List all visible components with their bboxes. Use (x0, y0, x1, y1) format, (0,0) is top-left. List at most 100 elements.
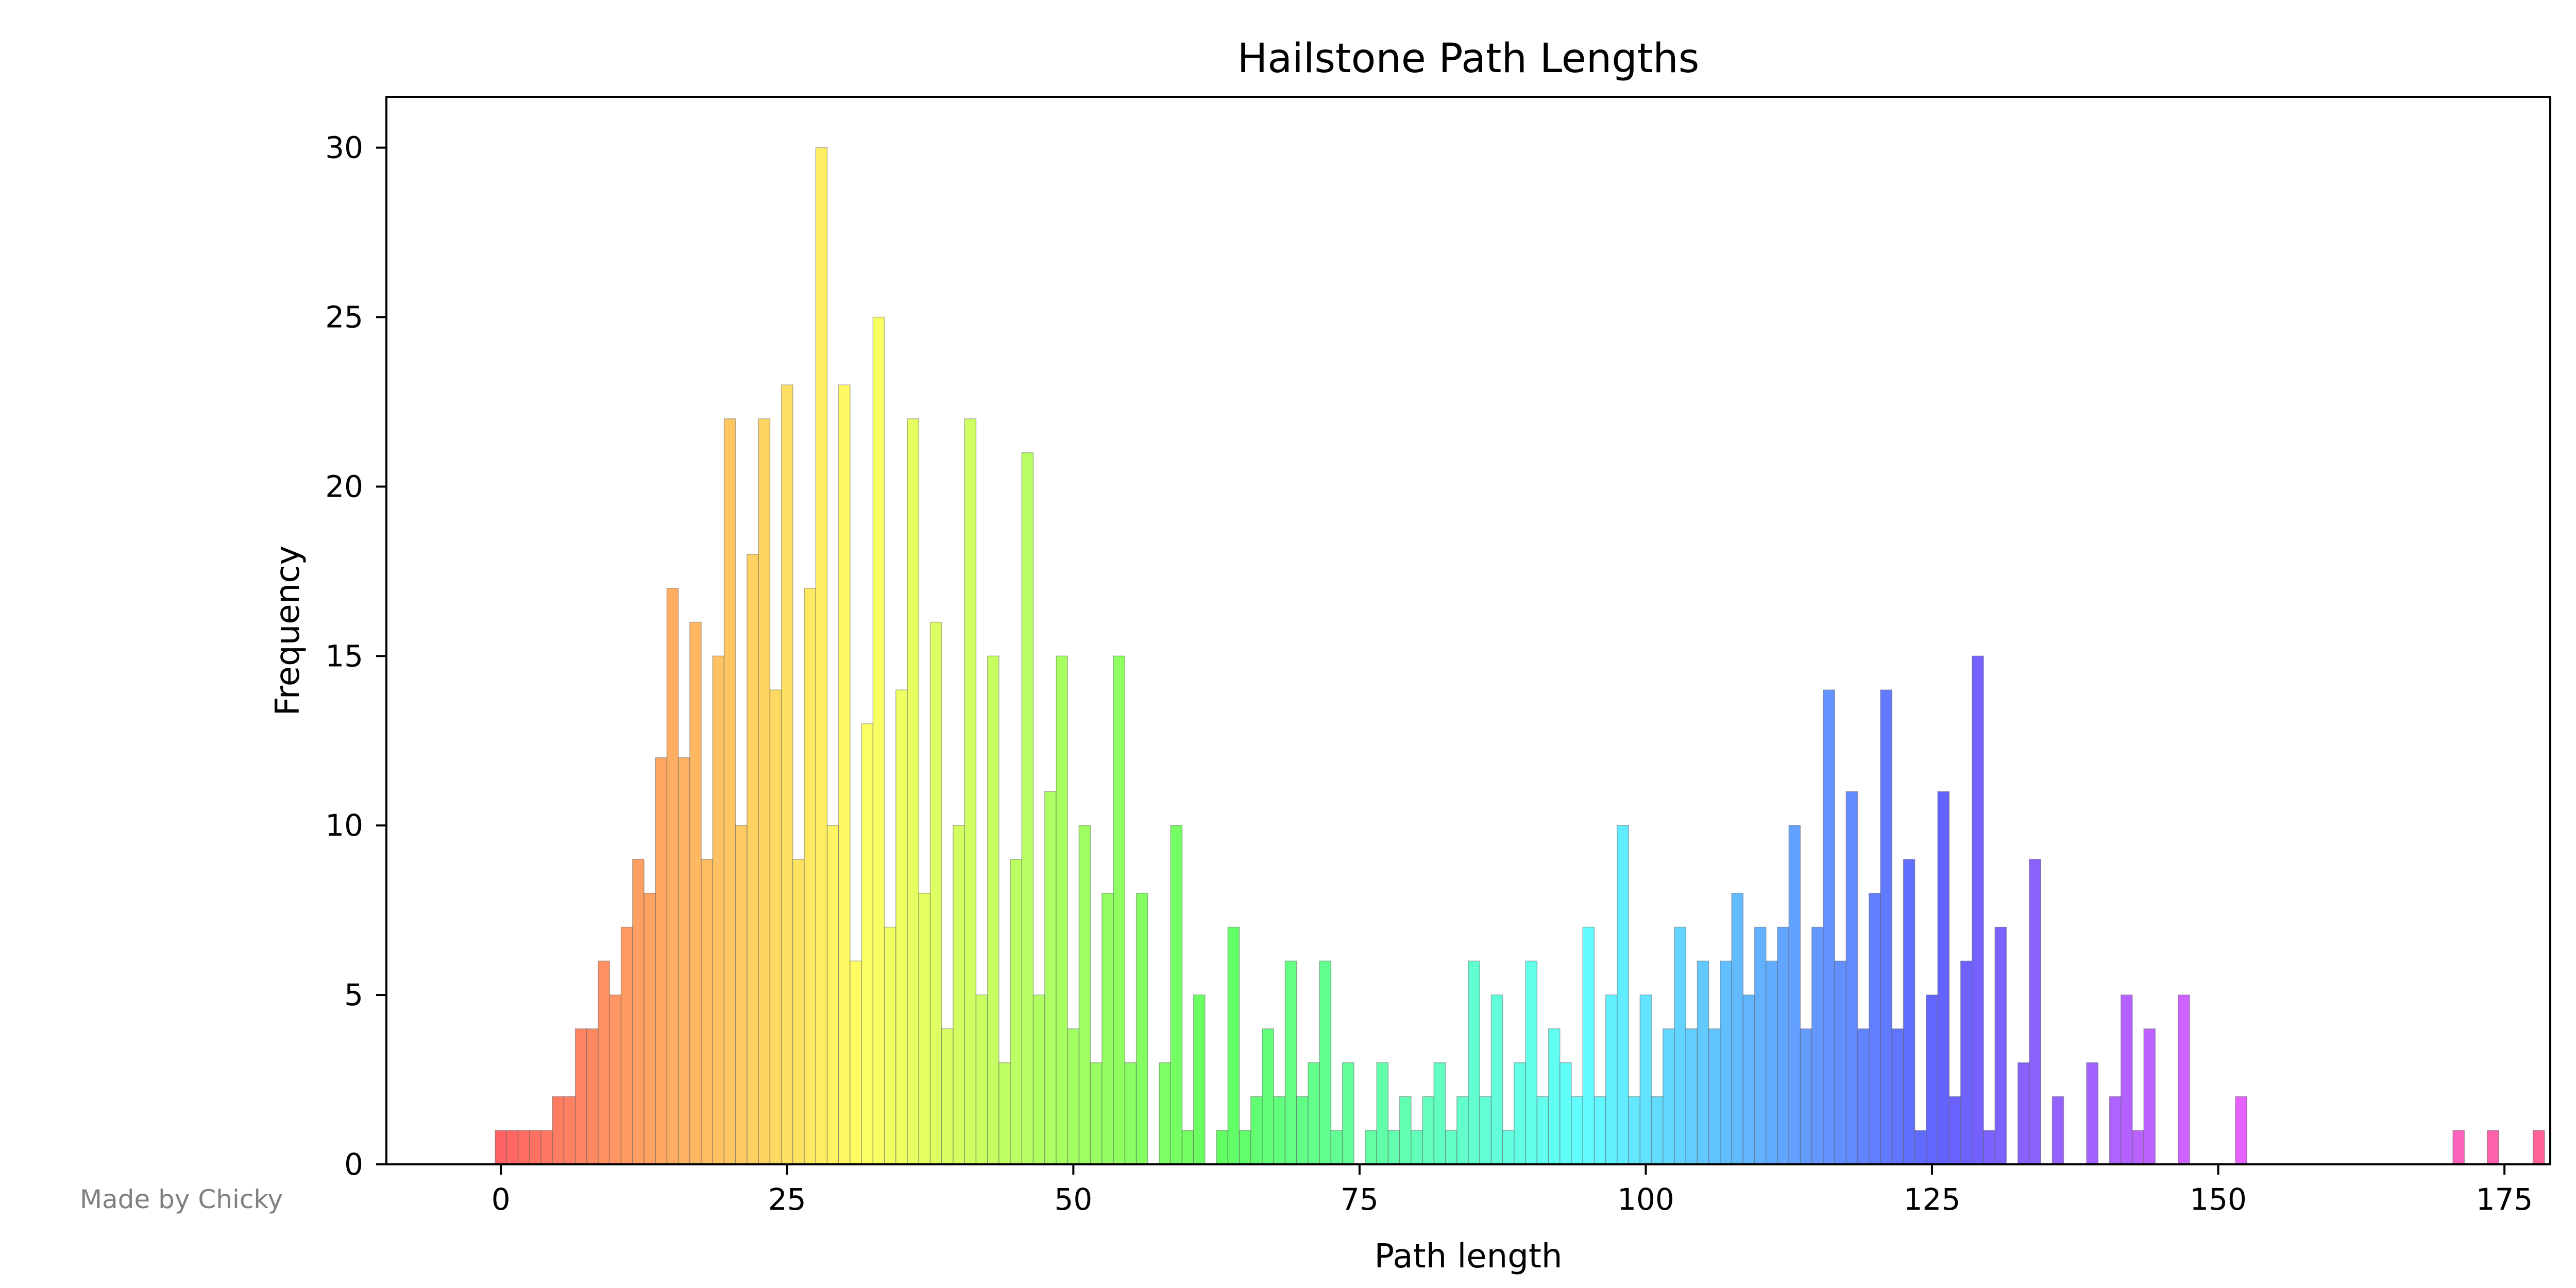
y-tick-label: 0 (344, 1147, 363, 1182)
y-tick-label: 5 (344, 977, 363, 1012)
y-tick-label: 20 (325, 469, 363, 504)
histogram-bar (666, 588, 679, 1165)
histogram-bar (586, 1028, 599, 1165)
watermark-text: Made by Chicky (80, 1184, 283, 1214)
histogram-bar (495, 1130, 507, 1165)
histogram-bar (1170, 825, 1183, 1165)
histogram-bar (1651, 1096, 1664, 1165)
histogram-bar (620, 926, 633, 1165)
histogram-bar (872, 316, 885, 1165)
histogram-bar (517, 1130, 530, 1165)
histogram-bar (1960, 960, 1973, 1165)
histogram-bar (1090, 1062, 1103, 1165)
histogram-bar (2487, 1130, 2499, 1165)
histogram-bar (1525, 960, 1538, 1165)
histogram-bar (1330, 1130, 1343, 1165)
histogram-bar (1857, 1028, 1870, 1165)
histogram-bar (998, 1062, 1011, 1165)
histogram-bar (815, 147, 828, 1165)
histogram-bar (701, 859, 714, 1165)
bars-group (495, 147, 2545, 1165)
histogram-bar (1972, 655, 1984, 1165)
histogram-bar (1078, 825, 1091, 1165)
plot-frame (385, 96, 2551, 1165)
histogram-bar (1067, 1028, 1080, 1165)
histogram-bar (1685, 1028, 1698, 1165)
histogram-bar (1502, 1130, 1515, 1165)
histogram-bar (1468, 960, 1480, 1165)
x-tick-label: 150 (2190, 1182, 2247, 1217)
histogram-bar (1903, 859, 1916, 1165)
histogram-bar (1823, 689, 1835, 1165)
histogram-bar (1731, 893, 1744, 1165)
histogram-bar (1605, 994, 1618, 1165)
histogram-bar (941, 1028, 954, 1165)
histogram-bar (529, 1130, 541, 1165)
histogram-bar (792, 859, 805, 1165)
histogram-bar (1101, 893, 1114, 1165)
histogram-bar (1365, 1130, 1377, 1165)
histogram-bar (1674, 926, 1686, 1165)
histogram-bar (2052, 1096, 2064, 1165)
histogram-bar (1124, 1062, 1137, 1165)
histogram-bar (1433, 1062, 1446, 1165)
histogram-bar (1800, 1028, 1812, 1165)
histogram-bar (1628, 1096, 1641, 1165)
x-tick-label: 0 (492, 1182, 511, 1217)
histogram-bar (632, 859, 645, 1165)
histogram-bar (1639, 994, 1652, 1165)
histogram-bar (2086, 1062, 2098, 1165)
histogram-bar (2235, 1096, 2247, 1165)
histogram-bar (1250, 1096, 1263, 1165)
y-axis-label: Frequency (269, 546, 307, 716)
histogram-bar (689, 621, 702, 1165)
x-tick-label: 50 (1054, 1182, 1092, 1217)
histogram-bar (1319, 960, 1332, 1165)
histogram-bar (1284, 960, 1297, 1165)
histogram-bar (850, 960, 862, 1165)
x-tick-label: 175 (2476, 1182, 2533, 1217)
histogram-bar (1296, 1096, 1309, 1165)
histogram-bar (781, 384, 793, 1165)
histogram-bar (826, 825, 839, 1165)
x-tick-label: 125 (1904, 1182, 1961, 1217)
histogram-bar (1411, 1130, 1423, 1165)
histogram-bar (1754, 926, 1767, 1165)
histogram-bar (1560, 1062, 1572, 1165)
histogram-bar (1983, 1130, 1995, 1165)
y-tick-label: 30 (325, 130, 363, 165)
histogram-bar (907, 418, 920, 1165)
y-axis-ticks: 0 5 10 15 20 25 30 (325, 130, 386, 1182)
histogram-bar (1490, 994, 1503, 1165)
histogram-bar (769, 689, 782, 1165)
y-tick-label: 10 (325, 808, 363, 843)
histogram-bar (1937, 791, 1950, 1165)
chart-title: Hailstone Path Lengths (1238, 36, 1700, 82)
histogram-bar (1994, 926, 2007, 1165)
histogram-bar (2132, 1130, 2144, 1165)
histogram-bar (609, 994, 622, 1165)
histogram-bar (1136, 893, 1148, 1165)
histogram-bar (1479, 1096, 1492, 1165)
histogram-bar (918, 893, 931, 1165)
histogram-bar (1777, 926, 1789, 1165)
histogram-bar (1617, 825, 1629, 1165)
histogram-bar (2452, 1130, 2465, 1165)
histogram-bar (1548, 1028, 1561, 1165)
histogram-bar (758, 418, 771, 1165)
y-tick-label: 15 (325, 638, 363, 673)
histogram-bar (506, 1130, 519, 1165)
histogram-bar (1766, 960, 1778, 1165)
histogram-bar (1456, 1096, 1469, 1165)
histogram-bar (1571, 1096, 1583, 1165)
histogram-bar (1720, 960, 1732, 1165)
histogram-bar (895, 689, 908, 1165)
histogram-bar (1582, 926, 1595, 1165)
histogram-bar (987, 655, 999, 1165)
histogram-bar (838, 384, 851, 1165)
histogram-bar (1845, 791, 1858, 1165)
x-tick-label: 100 (1617, 1182, 1674, 1217)
histogram-bar (1181, 1130, 1194, 1165)
histogram-bar (884, 926, 896, 1165)
histogram-bar (1399, 1096, 1412, 1165)
